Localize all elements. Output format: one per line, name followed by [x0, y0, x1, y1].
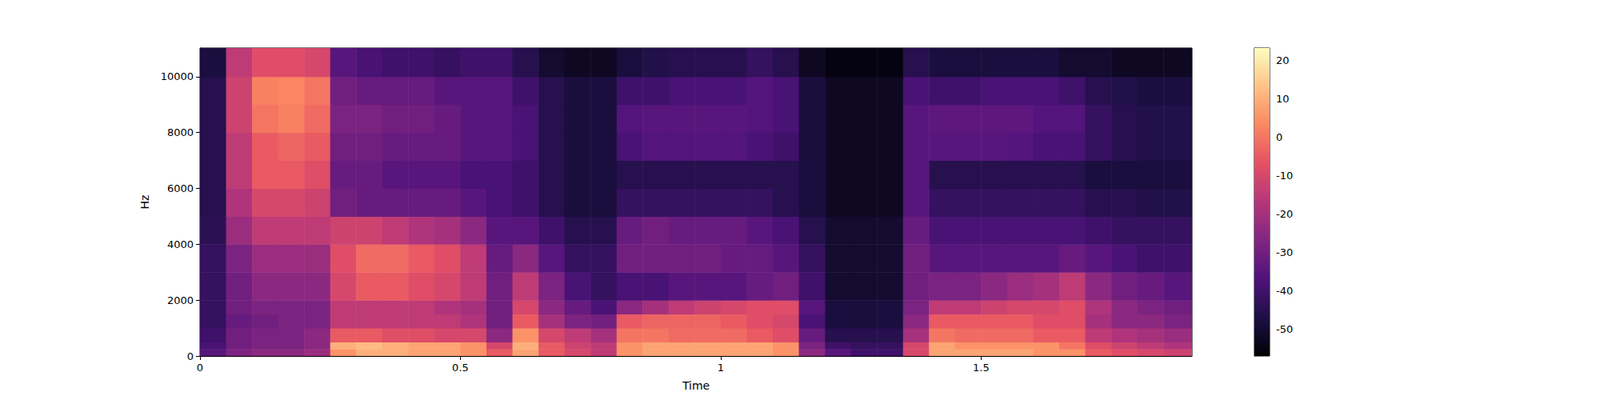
svg-text:1.5: 1.5	[972, 361, 990, 374]
svg-text:10000: 10000	[160, 70, 194, 83]
svg-text:10: 10	[1276, 92, 1290, 105]
svg-text:0: 0	[1276, 131, 1283, 144]
svg-text:Hz: Hz	[138, 195, 152, 210]
svg-text:-10: -10	[1276, 169, 1293, 182]
svg-text:-40: -40	[1276, 284, 1293, 297]
svg-text:-30: -30	[1276, 246, 1293, 259]
svg-text:Time: Time	[681, 379, 710, 392]
svg-text:0: 0	[187, 350, 194, 363]
svg-text:1: 1	[717, 361, 724, 374]
svg-text:0.5: 0.5	[452, 361, 469, 374]
svg-text:-50: -50	[1276, 323, 1293, 336]
svg-text:6000: 6000	[167, 182, 194, 195]
svg-text:4000: 4000	[167, 238, 194, 251]
svg-text:2000: 2000	[167, 294, 194, 307]
svg-text:-20: -20	[1276, 208, 1293, 220]
svg-text:20: 20	[1276, 54, 1290, 67]
svg-text:0: 0	[196, 361, 204, 374]
svg-text:8000: 8000	[167, 126, 194, 139]
